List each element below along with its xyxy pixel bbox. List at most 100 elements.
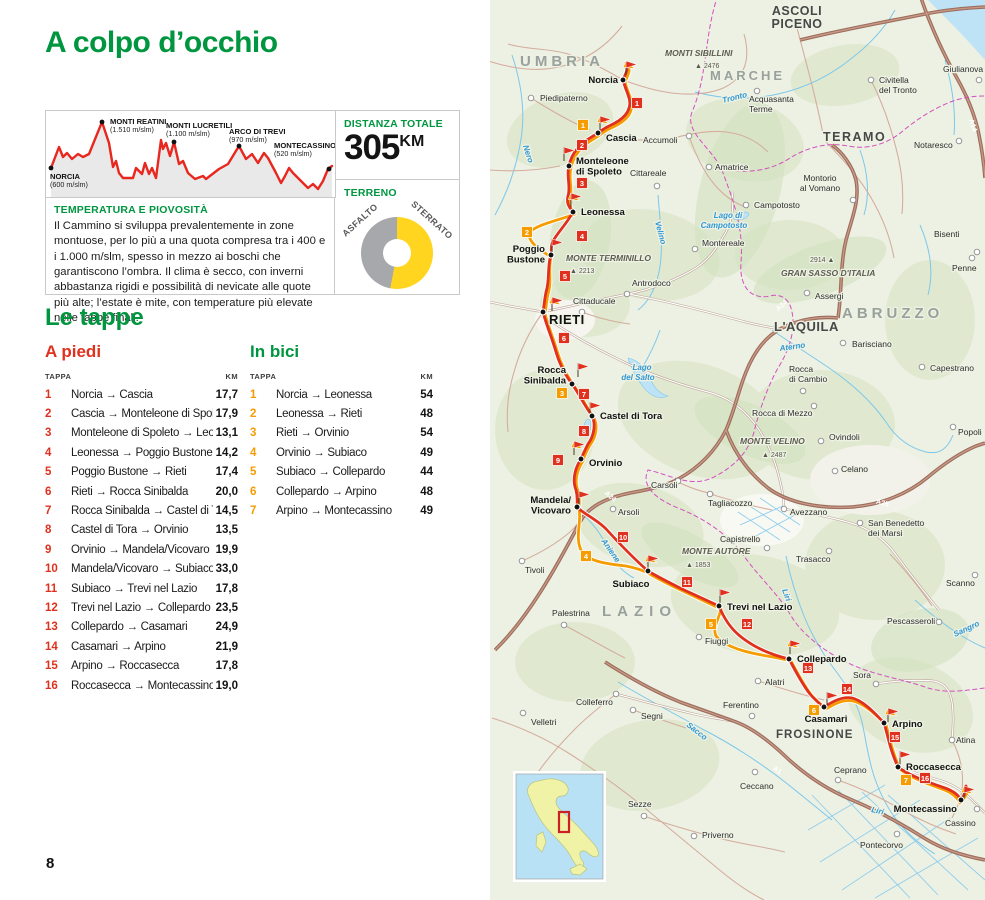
- mountain-label: MONTE VELINO: [740, 436, 805, 446]
- city-label: PICENO: [772, 17, 823, 31]
- bike-row-2: 2 Leonessa → Rieti 48: [250, 404, 433, 423]
- stage-name: Cascia → Monteleone di Spoleto: [71, 408, 213, 421]
- bike-stage-marker: [521, 226, 533, 238]
- stage-flag-icon: [563, 146, 576, 161]
- stage-number: 3: [250, 427, 257, 440]
- walk-stage-marker-number: 11: [683, 578, 691, 587]
- stage-number: 3: [45, 427, 52, 440]
- walk-row-16: 16 Roccasecca → Montecassino 19,0: [45, 676, 238, 695]
- stage-km: 44: [420, 466, 433, 479]
- stage-km: 21,9: [215, 640, 238, 653]
- col-tappa: TAPPA: [45, 372, 72, 381]
- stage-name: Trevi nel Lazio → Collepardo: [71, 601, 211, 614]
- town-label: Cittaducale: [573, 296, 616, 306]
- stage-flag-icon: [644, 554, 660, 569]
- region-label: ABRUZZO: [842, 305, 943, 322]
- walk-row-12: 12 Trevi nel Lazio → Collepardo 23,5: [45, 598, 238, 617]
- walk-stage-marker: [576, 177, 588, 189]
- town-label: Assergi: [815, 291, 843, 301]
- route-town-label: Monteleone: [576, 156, 629, 167]
- bike-row-1: 1 Norcia → Leonessa 54: [250, 385, 433, 404]
- inset-sardinia: [535, 831, 547, 853]
- route-town-dot: [539, 308, 547, 316]
- town-label: Pescasseroli: [887, 616, 935, 626]
- town-label: dei Marsi: [868, 528, 903, 538]
- route-town-label: Montecassino: [894, 804, 958, 815]
- town-label: Trasacco: [796, 554, 831, 564]
- walk-stage-marker: [576, 139, 588, 151]
- stage-name: Norcia → Leonessa: [276, 388, 372, 401]
- elevation-point-value: (970 m/slm): [229, 135, 267, 144]
- inset-highlight-rect: [557, 810, 571, 834]
- distance-value: 305KM: [344, 129, 450, 167]
- motorway-label: A25: [875, 499, 889, 509]
- walk-stage-marker: [578, 388, 590, 400]
- walk-row-5: 5 Poggio Bustone → Rieti 17,4: [45, 463, 238, 482]
- town-dot: [690, 832, 698, 840]
- route-town-dot: [569, 208, 577, 216]
- stage-flag-icon: [826, 691, 839, 706]
- bike-table-header: TAPPA KM: [250, 372, 433, 381]
- map-canals: [737, 497, 985, 899]
- walking-table-body: 1 Norcia → Cascia 17,7 2 Cascia → Monteleone…: [45, 385, 238, 695]
- town-dot: [973, 805, 981, 813]
- route-town-dot: [568, 380, 576, 388]
- town-dot: [810, 402, 818, 410]
- stage-name: Monteleone di Spoleto → Leonessa: [71, 427, 213, 440]
- bike-stage-marker-number: 5: [709, 620, 713, 629]
- town-label: Ceprano: [834, 765, 867, 775]
- town-dot: [839, 339, 847, 347]
- route-town-label: Casamari: [805, 714, 848, 725]
- stage-km: 17,8: [215, 582, 238, 595]
- elevation-point: [99, 119, 105, 125]
- stage-km: 49: [420, 505, 433, 518]
- town-dot: [629, 706, 637, 714]
- stage-number: 12: [45, 601, 58, 614]
- town-label: Segni: [641, 711, 663, 721]
- route-town-dot: [644, 567, 652, 575]
- stage-km: 48: [420, 485, 433, 498]
- stage-km: 13,1: [215, 427, 238, 440]
- elevation-point-label: MONTI REATINI: [110, 117, 166, 126]
- stage-flag-icon: [786, 639, 802, 654]
- page-title: A colpo d’occhio: [45, 26, 278, 59]
- bike-row-6: 6 Collepardo → Arpino 48: [250, 482, 433, 501]
- stage-name: Roccasecca → Montecassino: [71, 679, 213, 692]
- stage-flag-icon: [960, 785, 976, 800]
- walk-stage-marker-number: 12: [743, 620, 751, 629]
- bike-stage-marker: [900, 774, 912, 786]
- walk-stage-marker: [889, 731, 901, 743]
- region-label: LAZIO: [602, 603, 677, 620]
- town-label: Capistrello: [720, 534, 760, 544]
- bike-table-body: 1 Norcia → Leonessa 54 2 Leonessa → Rieti 48 3…: [250, 385, 433, 521]
- walk-stage-marker: [919, 772, 931, 784]
- walk-stage-marker: [631, 97, 643, 109]
- stage-name: Casamari → Arpino: [71, 640, 166, 653]
- stage-flag-icon: [570, 440, 586, 455]
- walk-stage-marker: [741, 618, 753, 630]
- town-dot: [763, 544, 771, 552]
- walk-row-7: 7 Rocca Sinibalda → Castel di Tora14,5: [45, 501, 238, 520]
- stage-name: Leonessa → Poggio Bustone: [71, 446, 213, 459]
- stage-name: Collepardo → Casamari: [71, 621, 188, 634]
- walking-stages-table: A piedi TAPPA KM 1 Norcia → Cascia 17,7 2 Ca…: [45, 342, 238, 695]
- stage-km: 24,9: [215, 621, 238, 634]
- walk-stage-marker-number: 3: [580, 179, 584, 188]
- walk-row-10: 10 Mandela/Vicovaro → Subiaco 33,0: [45, 560, 238, 579]
- elevation-profile-svg: NORCIA(600 m/slm) MONTI REATINI(1.510 m/s…: [48, 117, 336, 197]
- stage-number: 5: [45, 466, 52, 479]
- walk-stage-marker: [841, 683, 853, 695]
- stage-km: 14,2: [215, 446, 238, 459]
- walking-table-header: TAPPA KM: [45, 372, 238, 381]
- town-label: Terme: [749, 104, 773, 114]
- total-distance: DISTANZA TOTALE 305KM: [335, 111, 459, 180]
- adriatic-sea: [928, 0, 985, 60]
- town-label: al Vomano: [800, 183, 840, 193]
- mountain-elevation: ▲ 2487: [762, 452, 787, 459]
- town-dot: [948, 736, 956, 744]
- town-dot: [973, 248, 981, 256]
- town-dot: [867, 76, 875, 84]
- walk-row-3: 3 Monteleone di Spoleto → Leonessa13,1: [45, 424, 238, 443]
- lake-label: Lago di: [714, 211, 743, 220]
- town-dot: [780, 505, 788, 513]
